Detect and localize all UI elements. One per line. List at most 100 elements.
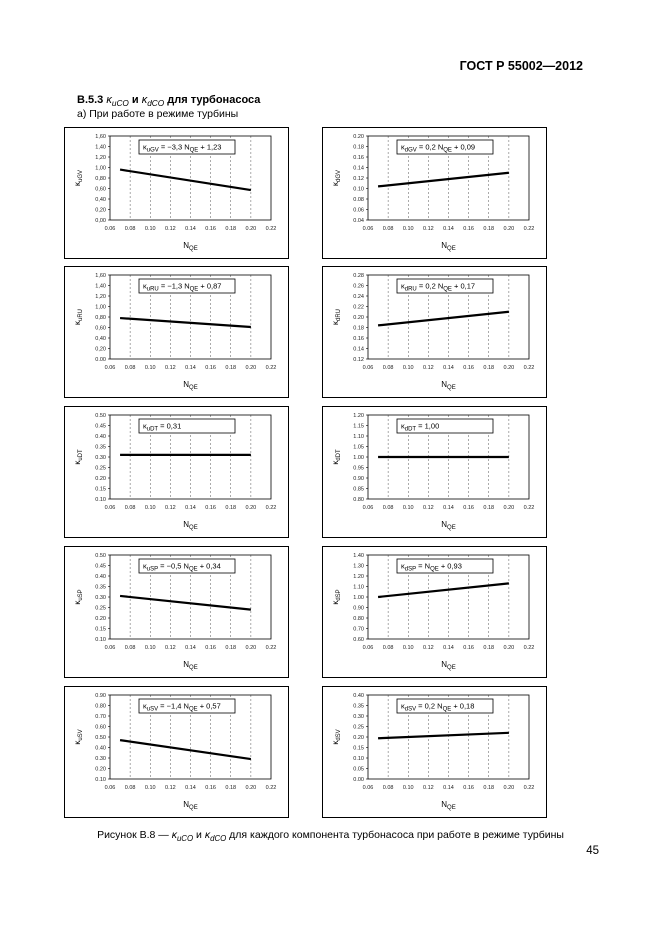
x-tick-label: 0.20 <box>246 785 257 791</box>
chart-panel-dsv: 0.06 0.08 0.10 0.12 0.14 0.16 0.18 0.20 0.22 0.00… <box>322 686 547 818</box>
y-tick-label: 1.30 <box>353 564 364 570</box>
y-tick-label: 0,20 <box>95 347 106 353</box>
y-tick-label: 1.00 <box>353 595 364 601</box>
x-tick-label: 0.14 <box>443 645 454 651</box>
y-tick-label: 0.50 <box>95 413 106 419</box>
y-axis-label-sub: uDT <box>78 449 84 461</box>
x-axis-label-main: N <box>441 660 447 669</box>
equation-box: κdGV = 0,2 NQE + 0,09 <box>396 139 494 155</box>
y-tick-label: 1.20 <box>353 574 364 580</box>
section-title-rest: для турбонасоса <box>167 94 261 106</box>
x-axis-label-main: N <box>183 520 189 529</box>
y-tick-label: 0.25 <box>353 725 364 731</box>
y-tick-label: 0,40 <box>95 197 106 203</box>
x-tick-label: 0.12 <box>423 785 434 791</box>
x-tick-label: 0.12 <box>423 226 434 232</box>
y-axis-label-sub: uSP <box>78 589 84 600</box>
x-axis-label-sub: QE <box>447 665 456 671</box>
y-tick-label: 0,60 <box>95 326 106 332</box>
y-tick-label: 0.40 <box>353 693 364 699</box>
x-tick-label: 0.08 <box>383 226 394 232</box>
y-tick-label: 0.25 <box>95 606 106 612</box>
y-tick-label: 0.70 <box>95 714 106 720</box>
x-tick-label: 0.22 <box>266 365 277 371</box>
x-tick-label: 0.10 <box>145 505 156 511</box>
y-tick-label: 0.45 <box>95 424 106 430</box>
x-tick-label: 0.12 <box>165 645 176 651</box>
y-tick-label: 1.40 <box>353 553 364 559</box>
y-tick-label: 0.30 <box>95 595 106 601</box>
equation-text: κuSP = −0,5 NQE + 0,34 <box>143 562 221 573</box>
y-tick-label: 1.05 <box>353 445 364 451</box>
y-tick-label: 0.16 <box>353 336 364 342</box>
caption-conj: и <box>196 829 202 841</box>
x-tick-label: 0.14 <box>185 505 196 511</box>
x-tick-label: 0.16 <box>463 785 474 791</box>
x-tick-label: 0.10 <box>145 365 156 371</box>
x-tick-label: 0.10 <box>403 645 414 651</box>
y-tick-label: 0.95 <box>353 466 364 472</box>
x-tick-label: 0.22 <box>266 226 277 232</box>
y-tick-label: 1.00 <box>353 455 364 461</box>
equation-text: κdSP = NQE + 0,93 <box>401 562 462 573</box>
y-axis-label-main: κ <box>331 320 340 325</box>
x-axis-label-main: N <box>183 660 189 669</box>
y-tick-label: 0.26 <box>353 284 364 290</box>
x-tick-label: 0.08 <box>383 785 394 791</box>
equation-mid: = −3,3 N <box>159 143 190 152</box>
caption-k-d: κdCO <box>204 829 227 844</box>
x-tick-label: 0.10 <box>145 645 156 651</box>
x-tick-label: 0.20 <box>246 645 257 651</box>
y-tick-label: 0.15 <box>95 487 106 493</box>
equation-mid: = 1,00 <box>416 422 439 431</box>
y-tick-label: 0.50 <box>95 553 106 559</box>
equation-tail: + 0,87 <box>198 282 221 291</box>
x-tick-label: 0.22 <box>524 505 535 511</box>
x-tick-label: 0.10 <box>145 226 156 232</box>
section-number: В.5.3 <box>77 94 104 106</box>
x-tick-label: 0.06 <box>363 365 374 371</box>
equation-box: κdSV = 0,2 NQE + 0,18 <box>396 698 494 714</box>
chart-svg: 0.06 0.08 0.10 0.12 0.14 0.16 0.18 0.20 0.22 0.10… <box>73 693 277 811</box>
x-tick-label: 0.08 <box>125 505 136 511</box>
x-tick-label: 0.16 <box>463 365 474 371</box>
plot-area <box>367 554 530 640</box>
equation-mid-sub: QE <box>443 707 452 713</box>
y-tick-label: 0.40 <box>95 574 106 580</box>
plot-area <box>109 414 272 500</box>
y-tick-label: 0.85 <box>353 487 364 493</box>
equation-k: κ <box>401 422 405 431</box>
x-tick-label: 0.06 <box>363 505 374 511</box>
y-tick-label: 1.20 <box>353 413 364 419</box>
x-tick-label: 0.10 <box>403 505 414 511</box>
y-axis-label: κdSV <box>331 729 342 744</box>
equation-mid-sub: QE <box>190 287 199 293</box>
series-line <box>119 168 252 192</box>
x-tick-label: 0.18 <box>225 226 236 232</box>
equation-k: κ <box>143 422 147 431</box>
y-axis-label: κdDT <box>331 449 342 465</box>
equation-frame <box>396 278 494 294</box>
x-tick-label: 0.06 <box>105 226 116 232</box>
equation-mid: = 0,2 N <box>417 143 443 152</box>
series-line <box>377 582 509 599</box>
x-tick-label: 0.22 <box>266 645 277 651</box>
y-tick-label: 0.10 <box>95 777 106 783</box>
x-axis-label: NQE <box>441 380 455 391</box>
equation-text: κdSV = 0,2 NQE + 0,18 <box>401 702 474 713</box>
y-tick-label: 0.35 <box>95 585 106 591</box>
y-axis-label-main: κ <box>73 600 82 605</box>
x-tick-label: 0.22 <box>266 785 277 791</box>
y-axis-label-sub: uGV <box>78 170 84 182</box>
equation-frame <box>138 698 236 714</box>
equation-sub: uSV <box>147 707 158 713</box>
equation-mid: = −1,4 N <box>158 702 189 711</box>
x-tick-label: 0.22 <box>524 365 535 371</box>
chart-svg: 0.06 0.08 0.10 0.12 0.14 0.16 0.18 0.20 0.22 0.12… <box>331 273 535 391</box>
x-tick-label: 0.18 <box>225 785 236 791</box>
x-tick-label: 0.18 <box>225 365 236 371</box>
x-tick-label: 0.10 <box>145 785 156 791</box>
equation-sub: dGV <box>405 148 417 154</box>
x-axis-label: NQE <box>441 520 455 531</box>
x-tick-label: 0.08 <box>125 365 136 371</box>
